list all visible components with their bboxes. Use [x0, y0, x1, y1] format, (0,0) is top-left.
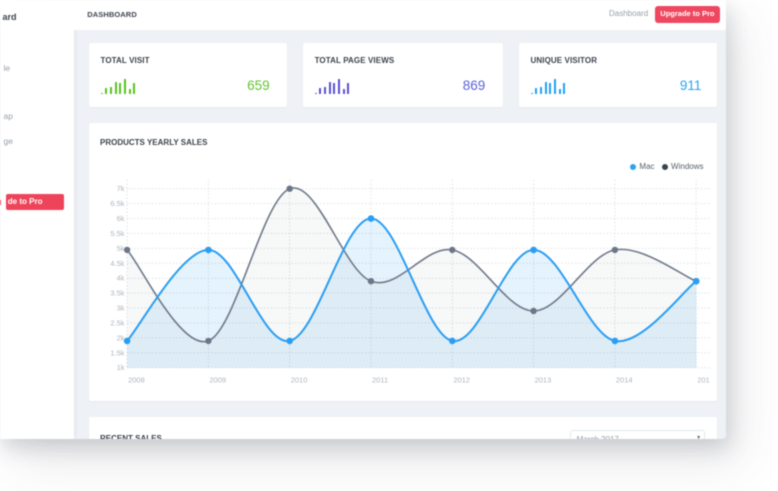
svg-text:2k: 2k — [116, 333, 124, 342]
svg-text:1.5k: 1.5k — [110, 348, 124, 357]
svg-text:1k: 1k — [116, 363, 124, 372]
svg-text:2.5k: 2.5k — [110, 318, 124, 327]
svg-text:2009: 2009 — [209, 375, 226, 384]
svg-text:2013: 2013 — [534, 375, 551, 384]
svg-text:3.5k: 3.5k — [110, 288, 124, 297]
svg-text:2011: 2011 — [372, 375, 388, 384]
svg-text:2010: 2010 — [290, 375, 307, 384]
svg-text:4.5k: 4.5k — [110, 259, 124, 268]
svg-text:2008: 2008 — [128, 375, 145, 384]
svg-text:5.5k: 5.5k — [110, 229, 124, 238]
svg-text:5k: 5k — [116, 244, 124, 253]
svg-text:2012: 2012 — [453, 375, 470, 384]
svg-text:2015: 2015 — [697, 375, 710, 384]
svg-text:7k: 7k — [116, 184, 124, 193]
svg-text:6.5k: 6.5k — [110, 199, 124, 208]
svg-text:6k: 6k — [116, 214, 124, 223]
svg-text:3k: 3k — [116, 303, 124, 312]
svg-text:2014: 2014 — [615, 375, 632, 384]
svg-text:4k: 4k — [116, 273, 124, 282]
